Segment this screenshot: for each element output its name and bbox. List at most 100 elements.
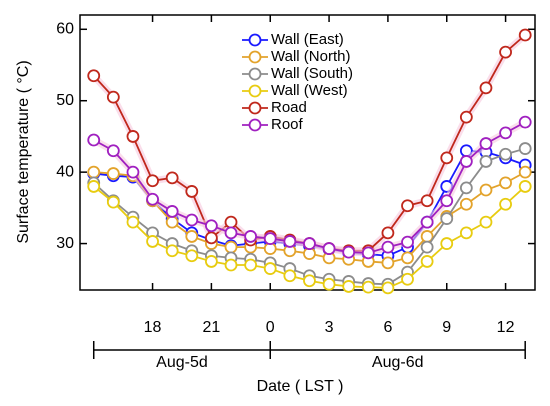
data-point [499,147,512,161]
legend-label: Road [271,99,307,116]
data-point [303,237,316,250]
legend-swatch-marker [248,118,262,132]
data-point [381,240,395,254]
data-point [146,174,159,188]
legend-label: Wall (West) [271,82,348,99]
x-tick-label: 0 [266,319,275,336]
x-axis-label: Date ( LST ) [257,378,344,395]
data-point [381,256,395,270]
data-point [205,219,218,233]
x-tick-label: 21 [203,319,221,336]
data-point [205,255,218,268]
data-point [165,205,179,218]
legend-swatch-marker [248,67,262,81]
data-point [401,199,414,213]
data-point [518,165,532,179]
x-tick-label: 3 [325,319,334,336]
data-point [459,155,473,168]
data-point [479,137,493,150]
data-point [361,280,375,294]
data-point [401,272,414,286]
data-point [87,180,101,193]
data-point [440,212,454,225]
data-point [479,155,493,168]
data-point [87,133,101,147]
legend-label: Wall (East) [271,31,344,48]
data-point [479,81,493,95]
data-point [185,185,199,198]
data-point [224,215,238,229]
data-point [459,181,473,195]
data-point [440,237,454,250]
data-point [322,242,336,255]
legend-label: Roof [271,116,304,133]
data-point [87,69,101,83]
x-tick-label: 12 [497,319,515,336]
data-point [499,197,512,211]
legend-swatch-marker [248,101,262,115]
data-point [244,230,258,243]
data-point [479,215,493,229]
data-point [224,240,238,254]
data-point [342,245,356,259]
data-point [518,115,532,129]
date-group-label: Aug-6d [372,354,424,371]
x-tick-label: 6 [383,319,392,336]
data-point [342,280,356,293]
data-point [126,165,140,179]
data-point [185,249,199,263]
data-point [283,269,297,283]
data-point [106,167,120,180]
data-point [420,255,434,268]
data-point [322,277,336,291]
data-point [106,90,120,104]
plot-frame [79,14,536,291]
y-tick-label: 30 [56,235,74,252]
data-point [87,165,101,179]
data-point [440,151,454,165]
data-point [479,183,493,197]
data-point [185,213,199,227]
legend-swatch-marker [248,33,262,47]
data-point [459,226,473,240]
data-point [224,226,238,240]
data-point [459,197,473,211]
data-point [126,215,140,229]
data-point [146,192,159,206]
data-point [205,231,218,245]
data-point [303,274,316,288]
date-group-label: Aug-5d [156,354,208,371]
data-point [146,235,159,248]
x-tick-label: 18 [144,319,162,336]
y-tick-label: 40 [56,163,74,180]
series [87,180,532,295]
data-point [165,215,179,229]
data-point [401,235,414,249]
data-point [499,45,512,59]
data-point [459,110,473,124]
data-point [420,215,434,229]
legend-label: Wall (North) [271,48,350,65]
data-point [106,144,120,158]
data-point [106,195,120,209]
data-point [361,246,375,260]
data-point [499,126,512,140]
data-point [165,244,179,258]
data-point [185,230,199,243]
legend: Wall (East)Wall (North)Wall (South)Wall … [242,31,353,133]
data-point [401,251,414,265]
data-point [263,262,277,275]
y-tick-label: 60 [56,21,74,38]
data-point [420,240,434,254]
data-point [518,180,532,193]
legend-label: Wall (South) [271,65,353,82]
series [87,115,532,260]
data-point [381,226,395,240]
data-point [420,194,434,208]
data-point [381,281,395,295]
data-point [518,28,532,42]
data-point [440,194,454,208]
y-tick-label: 50 [56,92,74,109]
data-point [263,232,277,245]
